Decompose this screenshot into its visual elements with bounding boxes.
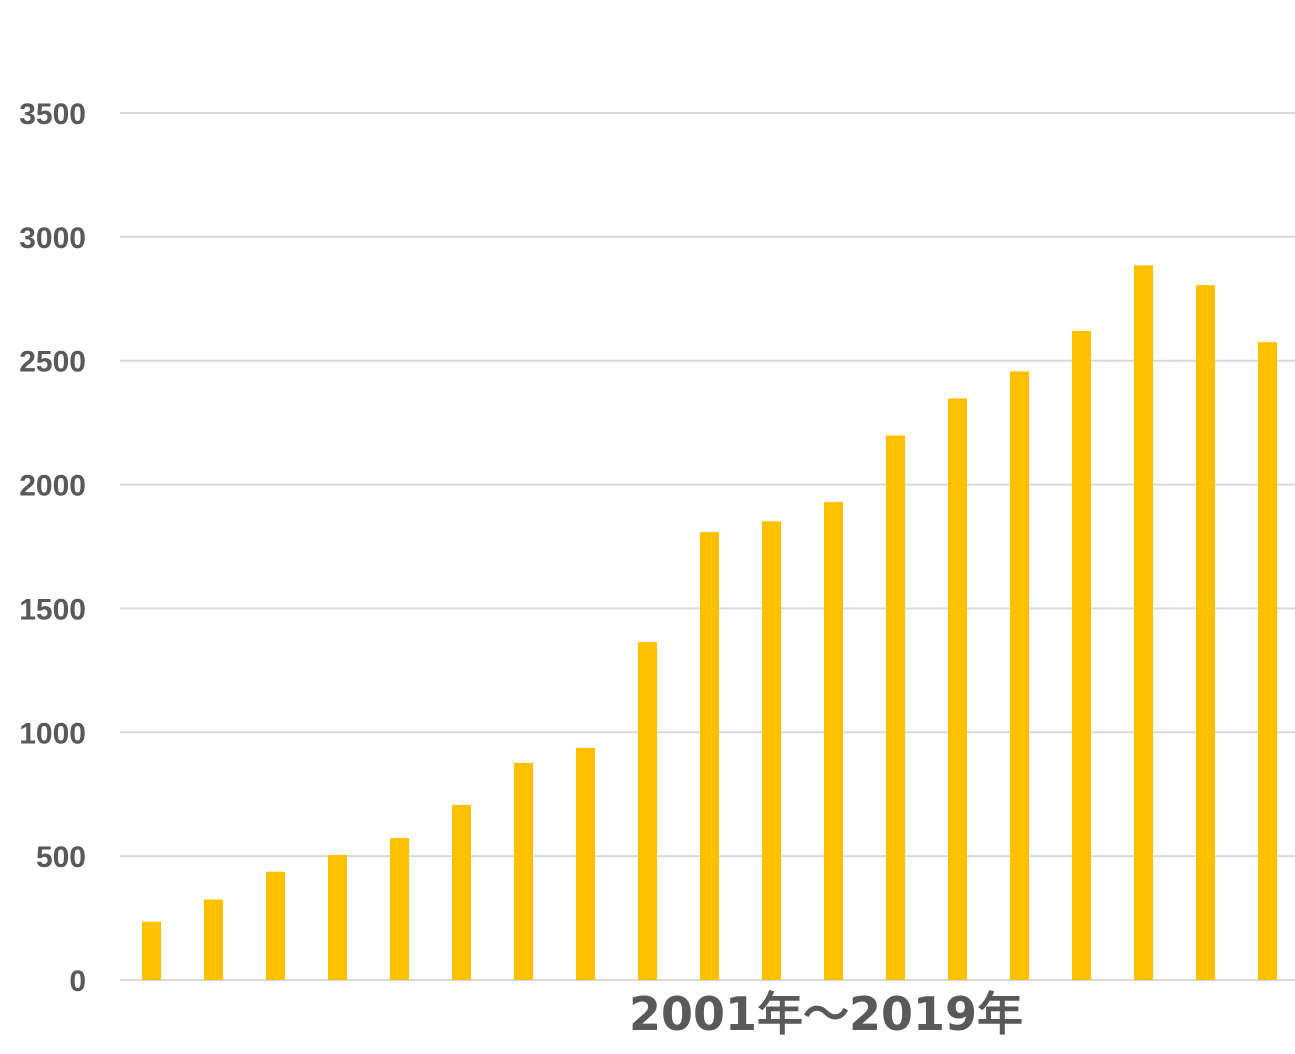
y-tick-label: 3500 [19, 98, 86, 131]
bar-2013 [886, 435, 905, 980]
bars [142, 265, 1277, 981]
bar-2008 [576, 747, 595, 980]
bar-2016 [1072, 330, 1091, 980]
y-tick-label: 2000 [19, 470, 86, 503]
bar-2019 [1258, 342, 1277, 980]
x-axis-label: 2001年～2019年 [629, 987, 1023, 1041]
y-tick-label: 1500 [19, 593, 86, 626]
bar-2017 [1134, 265, 1153, 980]
y-tick-label: 0 [69, 965, 86, 998]
bar-2002 [204, 899, 223, 980]
bar-2004 [328, 854, 347, 980]
y-tick-label: 3000 [19, 222, 86, 255]
bar-2009 [638, 642, 657, 980]
bar-2005 [390, 838, 409, 980]
bar-2001 [142, 921, 161, 980]
bar-2014 [948, 398, 967, 981]
bar-2015 [1010, 371, 1029, 981]
bar-2007 [514, 763, 533, 980]
bar-2012 [824, 501, 843, 980]
y-tick-label: 1000 [19, 717, 86, 750]
bar-2003 [266, 871, 285, 980]
y-tick-label: 2500 [19, 346, 86, 379]
bar-2018 [1196, 285, 1215, 980]
bar-2010 [700, 532, 719, 980]
bar-2011 [762, 521, 781, 980]
y-tick-label: 500 [36, 841, 86, 874]
bar-2006 [452, 804, 471, 980]
y-axis-ticks: 0 500 1000 1500 2000 2500 3000 3500 [19, 98, 86, 998]
